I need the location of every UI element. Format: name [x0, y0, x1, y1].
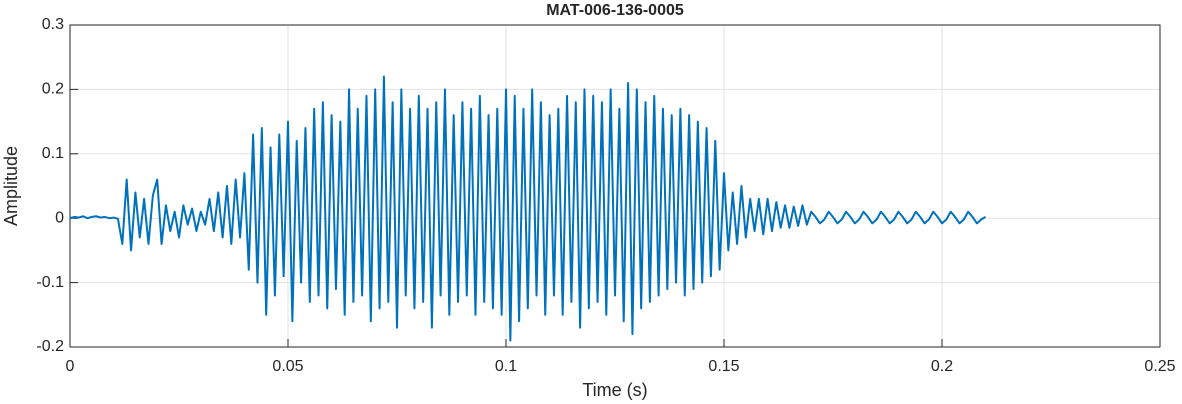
y-tick-label: 0: [55, 209, 64, 226]
x-tick-label: 0: [66, 358, 75, 375]
waveform-line: [69, 75, 987, 342]
y-tick-label: 0.3: [42, 16, 64, 33]
x-axis-label: Time (s): [582, 380, 647, 400]
x-tick-label: 0.2: [931, 358, 953, 375]
chart-title: MAT-006-136-0005: [546, 2, 684, 19]
y-axis-label: Amplitude: [1, 146, 21, 226]
x-tick-label: 0.05: [272, 358, 303, 375]
plot-frame: [69, 24, 1161, 348]
y-tick-label: 0.1: [42, 145, 64, 162]
x-tick-label: 0.1: [495, 358, 517, 375]
y-tick-label: -0.1: [36, 274, 64, 291]
x-tick-label: 0.25: [1144, 358, 1175, 375]
y-tick-label: 0.2: [42, 81, 64, 98]
y-tick-label: -0.2: [36, 338, 64, 355]
x-tick-label: 0.15: [708, 358, 739, 375]
